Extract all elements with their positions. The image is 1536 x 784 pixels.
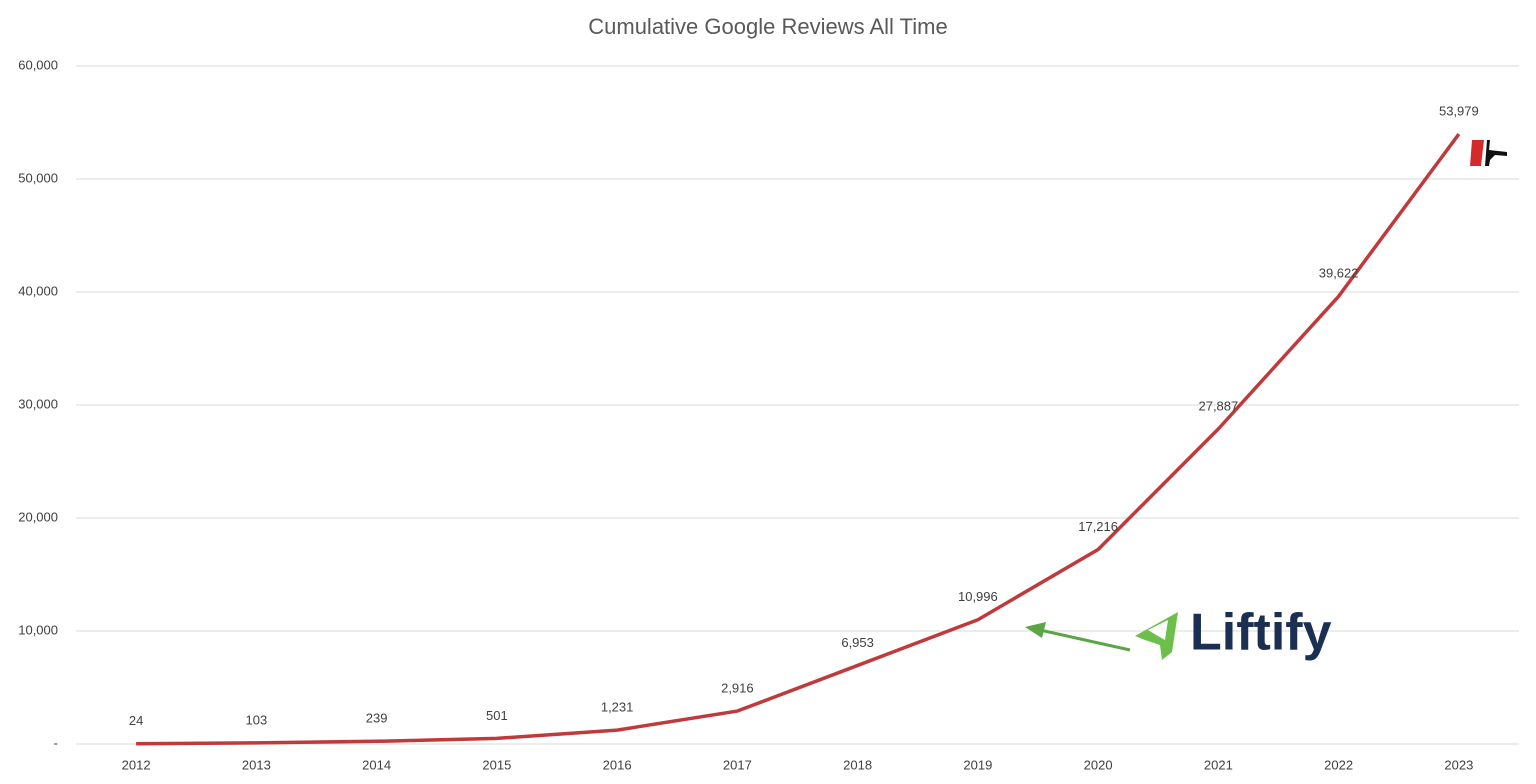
logo-black — [1485, 140, 1507, 166]
data-label: 53,979 — [1439, 103, 1479, 118]
data-label: 501 — [486, 708, 508, 723]
y-tick-label: 60,000 — [18, 57, 58, 72]
y-tick-label: 10,000 — [18, 622, 58, 637]
x-tick-label: 2023 — [1444, 757, 1473, 772]
arrow-head — [1025, 622, 1046, 638]
y-tick-label: 30,000 — [18, 396, 58, 411]
annotation: Liftify — [1190, 604, 1332, 662]
x-tick-label: 2018 — [843, 757, 872, 772]
y-tick-label: 40,000 — [18, 283, 58, 298]
x-tick-label: 2016 — [603, 757, 632, 772]
x-tick-label: 2020 — [1084, 757, 1113, 772]
x-tick-label: 2015 — [482, 757, 511, 772]
arrow — [1039, 628, 1131, 652]
data-label: 1,231 — [601, 700, 634, 715]
x-tick-label: 2014 — [362, 757, 391, 772]
data-label: 17,216 — [1078, 519, 1118, 534]
data-label: 239 — [366, 711, 388, 726]
corner-logo — [1470, 140, 1507, 166]
data-label: 103 — [246, 712, 268, 727]
chart-title: Cumulative Google Reviews All Time — [588, 14, 947, 39]
data-label: 6,953 — [841, 635, 874, 650]
data-label: 10,996 — [958, 589, 998, 604]
x-tick-label: 2019 — [963, 757, 992, 772]
y-tick-label: 50,000 — [18, 170, 58, 185]
logo-red — [1470, 140, 1484, 166]
x-tick-label: 2013 — [242, 757, 271, 772]
x-tick-label: 2022 — [1324, 757, 1353, 772]
x-tick-label: 2012 — [122, 757, 151, 772]
data-label: 24 — [129, 713, 143, 728]
line — [136, 132, 1461, 746]
logo-icon — [1135, 612, 1178, 660]
x-tick-label: 2017 — [723, 757, 752, 772]
data-label: 2,916 — [721, 680, 754, 695]
data-label: 27,887 — [1198, 398, 1238, 413]
liftify-logo: Liftify — [1025, 604, 1332, 662]
logo-icon-inner — [1148, 620, 1168, 640]
x-tick-label: 2021 — [1204, 757, 1233, 772]
data-label: 39,622 — [1319, 266, 1359, 281]
y-tick-label: - — [54, 735, 58, 750]
y-tick-label: 20,000 — [18, 509, 58, 524]
